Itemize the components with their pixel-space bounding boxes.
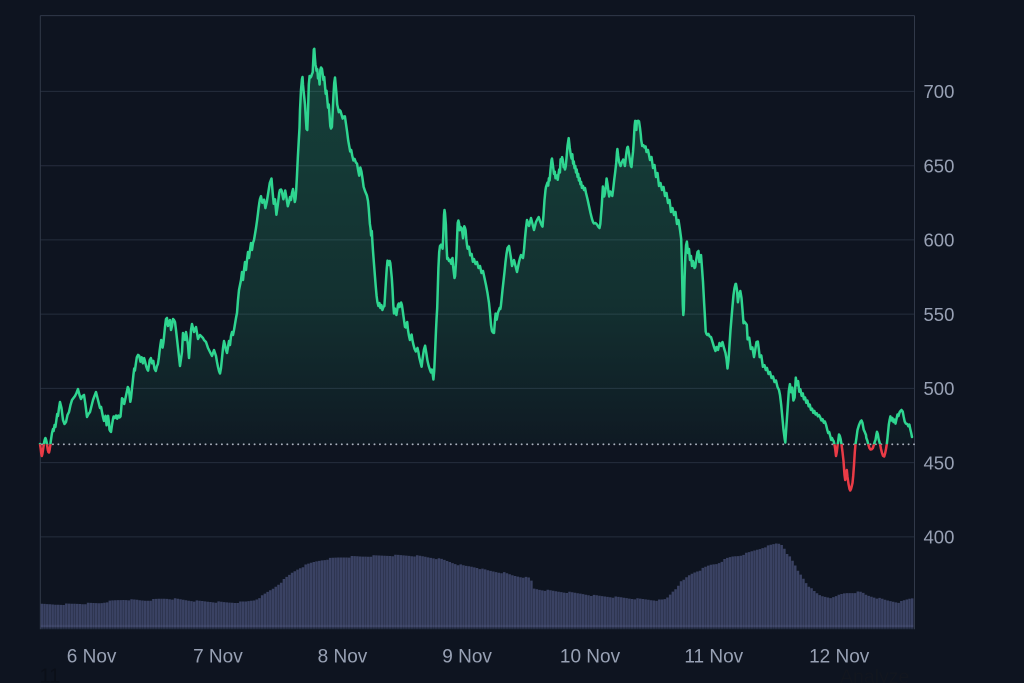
svg-text:11: 11 bbox=[40, 666, 61, 683]
svg-text:8 Nov: 8 Nov bbox=[318, 647, 368, 668]
svg-text:550: 550 bbox=[924, 304, 955, 325]
svg-text:700: 700 bbox=[924, 81, 955, 102]
svg-text:6 Nov: 6 Nov bbox=[67, 647, 117, 668]
svg-text:600: 600 bbox=[924, 230, 955, 251]
svg-text:11 Nov: 11 Nov bbox=[684, 647, 743, 668]
svg-text:450: 450 bbox=[924, 452, 955, 473]
svg-text:9 Nov: 9 Nov bbox=[442, 647, 492, 668]
svg-text:12 Nov: 12 Nov bbox=[809, 647, 870, 668]
svg-text:7 Nov: 7 Nov bbox=[193, 647, 243, 668]
svg-text:400: 400 bbox=[924, 527, 955, 548]
svg-text:500: 500 bbox=[924, 378, 955, 399]
svg-text:10 Nov: 10 Nov bbox=[560, 647, 621, 668]
svg-text:Analyze: Analyze bbox=[840, 666, 909, 683]
svg-text:650: 650 bbox=[924, 156, 955, 177]
